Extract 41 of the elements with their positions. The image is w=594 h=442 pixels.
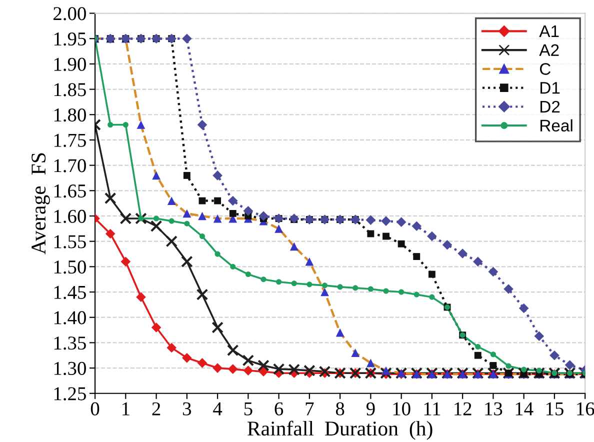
legend-label: Real	[540, 119, 572, 132]
x-axis-title: Rainfall Duration (h)	[248, 420, 432, 440]
y-tick-label: 1.40	[54, 311, 86, 324]
y-tick-label: 1.25	[54, 387, 86, 400]
y-tick-label: 1.85	[54, 83, 86, 96]
x-tick-label: 8	[336, 402, 344, 416]
x-tick-label: 13	[485, 402, 502, 416]
y-tick-label: 1.50	[54, 260, 86, 274]
x-tick-label: 6	[274, 402, 284, 416]
y-axis-title: Average FS	[32, 153, 50, 254]
y-tick-label: 1.80	[54, 108, 86, 122]
x-tick-label: 2	[152, 402, 160, 416]
x-tick-label: 7	[306, 402, 314, 416]
legend-label: A1	[539, 26, 559, 38]
y-tick-label: 1.70	[54, 159, 86, 172]
x-tick-label: 11	[424, 402, 440, 416]
legend-label: D1	[540, 82, 560, 94]
legend-label: C	[540, 63, 551, 75]
x-tick-label: 12	[454, 402, 472, 416]
x-tick-label: 9	[366, 402, 375, 416]
x-tick-label: 5	[244, 402, 252, 416]
y-tick-label: 1.35	[54, 336, 86, 350]
x-tick-label: 0	[90, 402, 100, 416]
y-tick-label: 1.55	[54, 235, 86, 248]
legend-label: D2	[540, 100, 560, 112]
y-tick-label: 1.90	[54, 58, 86, 71]
y-tick-label: 2.00	[54, 7, 86, 20]
legend-label: A2	[539, 44, 559, 56]
y-tick-label: 1.45	[54, 286, 86, 300]
x-tick-label: 16	[577, 402, 594, 416]
x-tick-label: 3	[182, 402, 192, 416]
x-tick-label: 1	[122, 402, 130, 416]
x-tick-label: 15	[546, 402, 564, 416]
y-tick-label: 1.30	[54, 362, 86, 376]
x-tick-label: 10	[393, 402, 410, 416]
x-tick-label: 14	[516, 402, 534, 416]
y-tick-label: 1.60	[54, 210, 86, 224]
y-tick-label: 1.65	[54, 184, 86, 198]
y-tick-label: 1.95	[54, 32, 86, 46]
x-tick-label: 4	[213, 402, 222, 416]
y-tick-label: 1.75	[54, 134, 86, 147]
